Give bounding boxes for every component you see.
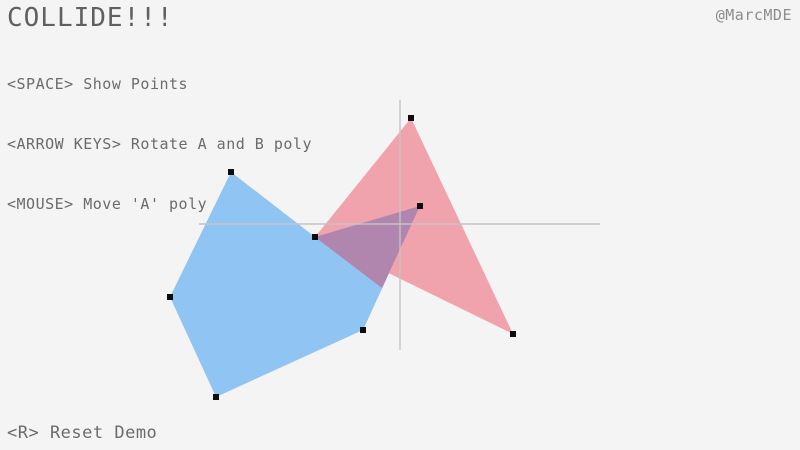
vertex-dot[interactable] [408,115,414,121]
vertex-dot[interactable] [417,203,423,209]
polygon-b[interactable] [315,118,513,334]
instructions-list: <SPACE> Show Points <ARROW KEYS> Rotate … [7,34,312,254]
page-title: COLLIDE!!! [7,3,174,33]
vertex-dot[interactable] [228,169,234,175]
author-handle: @MarcMDE [715,6,792,24]
vertex-dot[interactable] [360,327,366,333]
vertex-dot[interactable] [312,234,318,240]
instruction-line-space: <SPACE> Show Points [7,75,189,93]
instruction-line-mouse: <MOUSE> Move 'A' poly [7,195,208,213]
vertex-dot[interactable] [213,394,219,400]
vertex-dot[interactable] [167,294,173,300]
reset-demo-hint[interactable]: <R> Reset Demo [7,423,158,443]
instruction-line-arrows: <ARROW KEYS> Rotate A and B poly [7,135,312,153]
vertex-dot[interactable] [510,331,516,337]
collision-overlap-region [315,206,420,288]
